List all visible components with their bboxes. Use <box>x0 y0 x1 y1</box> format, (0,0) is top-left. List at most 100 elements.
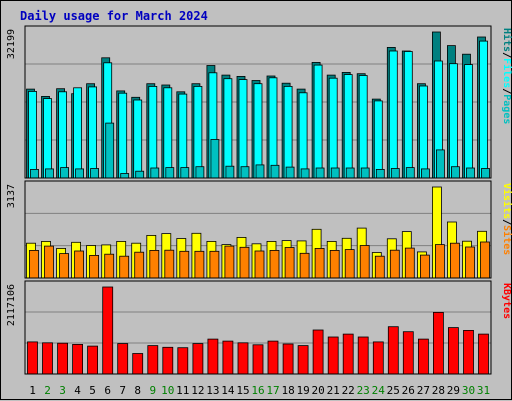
day-label-31: 31 <box>477 384 490 397</box>
bar-files-day-18 <box>283 86 293 179</box>
bar-pages-day-8 <box>135 170 145 179</box>
bar-kbytes-day-9 <box>147 345 159 375</box>
bar-pages-day-28 <box>435 149 445 179</box>
bar-files-day-9 <box>148 86 158 179</box>
bar-sites-day-28 <box>434 244 445 279</box>
bar-pages-day-6 <box>105 122 115 179</box>
bar-kbytes-day-28 <box>432 311 444 375</box>
bar-kbytes-day-14 <box>222 340 234 375</box>
bar-pages-day-12 <box>195 166 205 179</box>
bar-files-day-22 <box>343 74 353 179</box>
day-label-15: 15 <box>236 384 249 397</box>
bar-pages-day-31 <box>481 168 490 179</box>
bar-sites-day-23 <box>359 245 370 279</box>
bar-sites-day-10 <box>164 249 175 279</box>
bar-pages-day-5 <box>90 168 99 179</box>
day-label-26: 26 <box>402 384 415 397</box>
bar-pages-day-11 <box>180 167 190 179</box>
bar-sites-day-7 <box>119 255 130 279</box>
bar-kbytes-day-15 <box>237 342 249 375</box>
bar-pages-day-16 <box>255 164 265 179</box>
visits-panel-legend: Visits/Sites <box>501 183 512 255</box>
bar-pages-day-18 <box>285 166 295 179</box>
bar-kbytes-day-16 <box>252 344 264 375</box>
bar-kbytes-day-8 <box>132 353 144 375</box>
hits-panel-frame <box>24 25 492 179</box>
bar-kbytes-day-27 <box>417 338 429 375</box>
day-label-28: 28 <box>432 384 445 397</box>
bar-files-day-16 <box>253 83 263 179</box>
day-label-1: 1 <box>29 384 36 397</box>
day-label-6: 6 <box>104 384 111 397</box>
bar-pages-day-14 <box>225 165 235 179</box>
bar-kbytes-day-21 <box>327 336 339 375</box>
day-label-19: 19 <box>296 384 309 397</box>
bar-pages-day-4 <box>75 168 84 179</box>
bar-files-day-15 <box>238 79 248 179</box>
kbytes-panel-legend: KBytes <box>501 283 512 319</box>
bar-pages-day-29 <box>450 166 460 179</box>
bar-kbytes-day-19 <box>297 345 309 375</box>
bar-pages-day-17 <box>270 164 280 179</box>
bar-sites-day-15 <box>239 246 250 279</box>
bar-sites-day-1 <box>29 249 39 279</box>
bar-sites-day-29 <box>449 242 460 279</box>
bar-files-day-20 <box>313 64 323 179</box>
day-label-17: 17 <box>266 384 279 397</box>
bar-kbytes-day-5 <box>87 345 98 375</box>
bar-sites-day-14 <box>224 245 235 279</box>
day-label-14: 14 <box>221 384 235 397</box>
bar-pages-day-19 <box>300 168 310 179</box>
bar-kbytes-day-20 <box>312 329 324 375</box>
bar-files-day-19 <box>298 92 308 179</box>
bar-pages-day-20 <box>315 167 325 179</box>
bar-files-day-27 <box>418 85 428 179</box>
bar-pages-day-30 <box>466 167 475 179</box>
day-label-13: 13 <box>206 384 219 397</box>
bar-kbytes-day-22 <box>342 333 354 375</box>
bar-kbytes-day-7 <box>117 343 129 375</box>
day-label-27: 27 <box>417 384 430 397</box>
bar-pages-day-13 <box>210 139 220 179</box>
bar-files-day-21 <box>328 77 338 179</box>
day-label-21: 21 <box>327 384 340 397</box>
day-label-7: 7 <box>119 384 126 397</box>
day-label-18: 18 <box>281 384 294 397</box>
legend-kbytes: KBytes <box>501 283 512 319</box>
bar-sites-day-27 <box>419 254 430 279</box>
bar-pages-day-9 <box>150 167 160 179</box>
bar-kbytes-day-6 <box>102 286 114 375</box>
bar-pages-day-27 <box>420 168 430 179</box>
legend-files: Files <box>501 58 512 88</box>
bar-files-day-11 <box>178 93 188 179</box>
bar-kbytes-day-29 <box>447 327 459 375</box>
bar-pages-day-1 <box>30 168 39 179</box>
day-label-9: 9 <box>149 384 156 397</box>
kbytes-panel-frame <box>24 280 492 375</box>
bar-sites-day-3 <box>59 253 69 279</box>
bar-kbytes-day-18 <box>282 343 294 375</box>
bar-files-day-5 <box>88 86 97 179</box>
bar-sites-day-8 <box>134 251 145 279</box>
bar-files-day-17 <box>268 77 278 179</box>
hits-panel-legend: Hits/Files/Pages <box>501 28 512 124</box>
bar-kbytes-day-13 <box>207 338 219 375</box>
legend-separator: / <box>501 88 512 94</box>
bar-pages-day-10 <box>165 167 175 179</box>
day-label-30: 30 <box>462 384 475 397</box>
day-label-24: 24 <box>372 384 386 397</box>
bar-files-day-8 <box>133 99 143 179</box>
bar-sites-day-18 <box>284 247 295 279</box>
bar-kbytes-day-1 <box>27 341 38 375</box>
bar-pages-day-2 <box>45 168 54 179</box>
bar-files-day-4 <box>73 87 82 179</box>
day-label-23: 23 <box>357 384 370 397</box>
bar-files-day-30 <box>464 64 473 179</box>
bar-kbytes-day-11 <box>177 347 189 375</box>
bar-pages-day-23 <box>360 167 370 179</box>
bar-kbytes-day-25 <box>387 326 399 375</box>
bar-sites-day-11 <box>179 250 190 279</box>
legend-visits: Visits <box>501 183 512 219</box>
